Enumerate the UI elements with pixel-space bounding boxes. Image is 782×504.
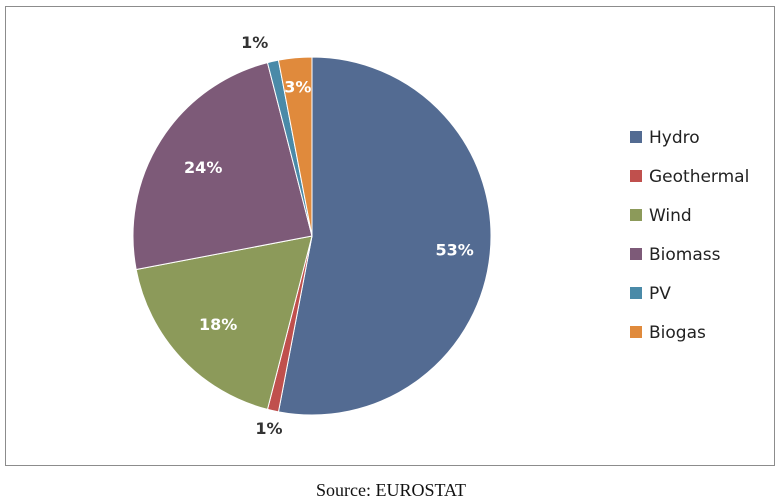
- pie-slice-biogas: [277, 56, 313, 237]
- pie-chart: 53% 1% 18% 24% 1% 3% Hydro Geothermal Wind Bioma…: [132, 33, 749, 438]
- legend-label-geothermal: Geothermal: [649, 167, 749, 187]
- source-caption: Source: EUROSTAT: [315, 480, 467, 500]
- data-label-biomass: 24%: [184, 158, 222, 177]
- legend-swatch-biomass: [630, 248, 642, 260]
- data-label-wind: 18%: [199, 315, 237, 334]
- legend-label-wind: Wind: [649, 206, 692, 226]
- data-label-geothermal: 1%: [255, 419, 282, 438]
- legend-label-hydro: Hydro: [649, 128, 700, 148]
- legend-label-pv: PV: [649, 284, 671, 304]
- legend-swatch-pv: [630, 287, 642, 299]
- pie-slice-wind: [135, 235, 313, 410]
- legend-swatch-wind: [630, 209, 642, 221]
- legend-swatch-hydro: [630, 131, 642, 143]
- data-label-biogas: 3%: [284, 77, 311, 96]
- legend-swatch-biogas: [630, 326, 642, 338]
- legend-label-biogas: Biogas: [649, 323, 706, 343]
- legend-swatch-geothermal: [630, 170, 642, 182]
- pie-slice-hydro: [277, 56, 492, 416]
- data-label-hydro: 53%: [435, 241, 473, 260]
- data-label-pv: 1%: [241, 33, 268, 52]
- pie-slices: [132, 56, 492, 416]
- pie-slice-biomass: [132, 62, 313, 271]
- legend: Hydro Geothermal Wind Biomass PV Biogas: [630, 128, 749, 343]
- pie-data-labels: 53% 1% 18% 24% 1% 3%: [184, 33, 474, 438]
- legend-label-biomass: Biomass: [649, 245, 721, 265]
